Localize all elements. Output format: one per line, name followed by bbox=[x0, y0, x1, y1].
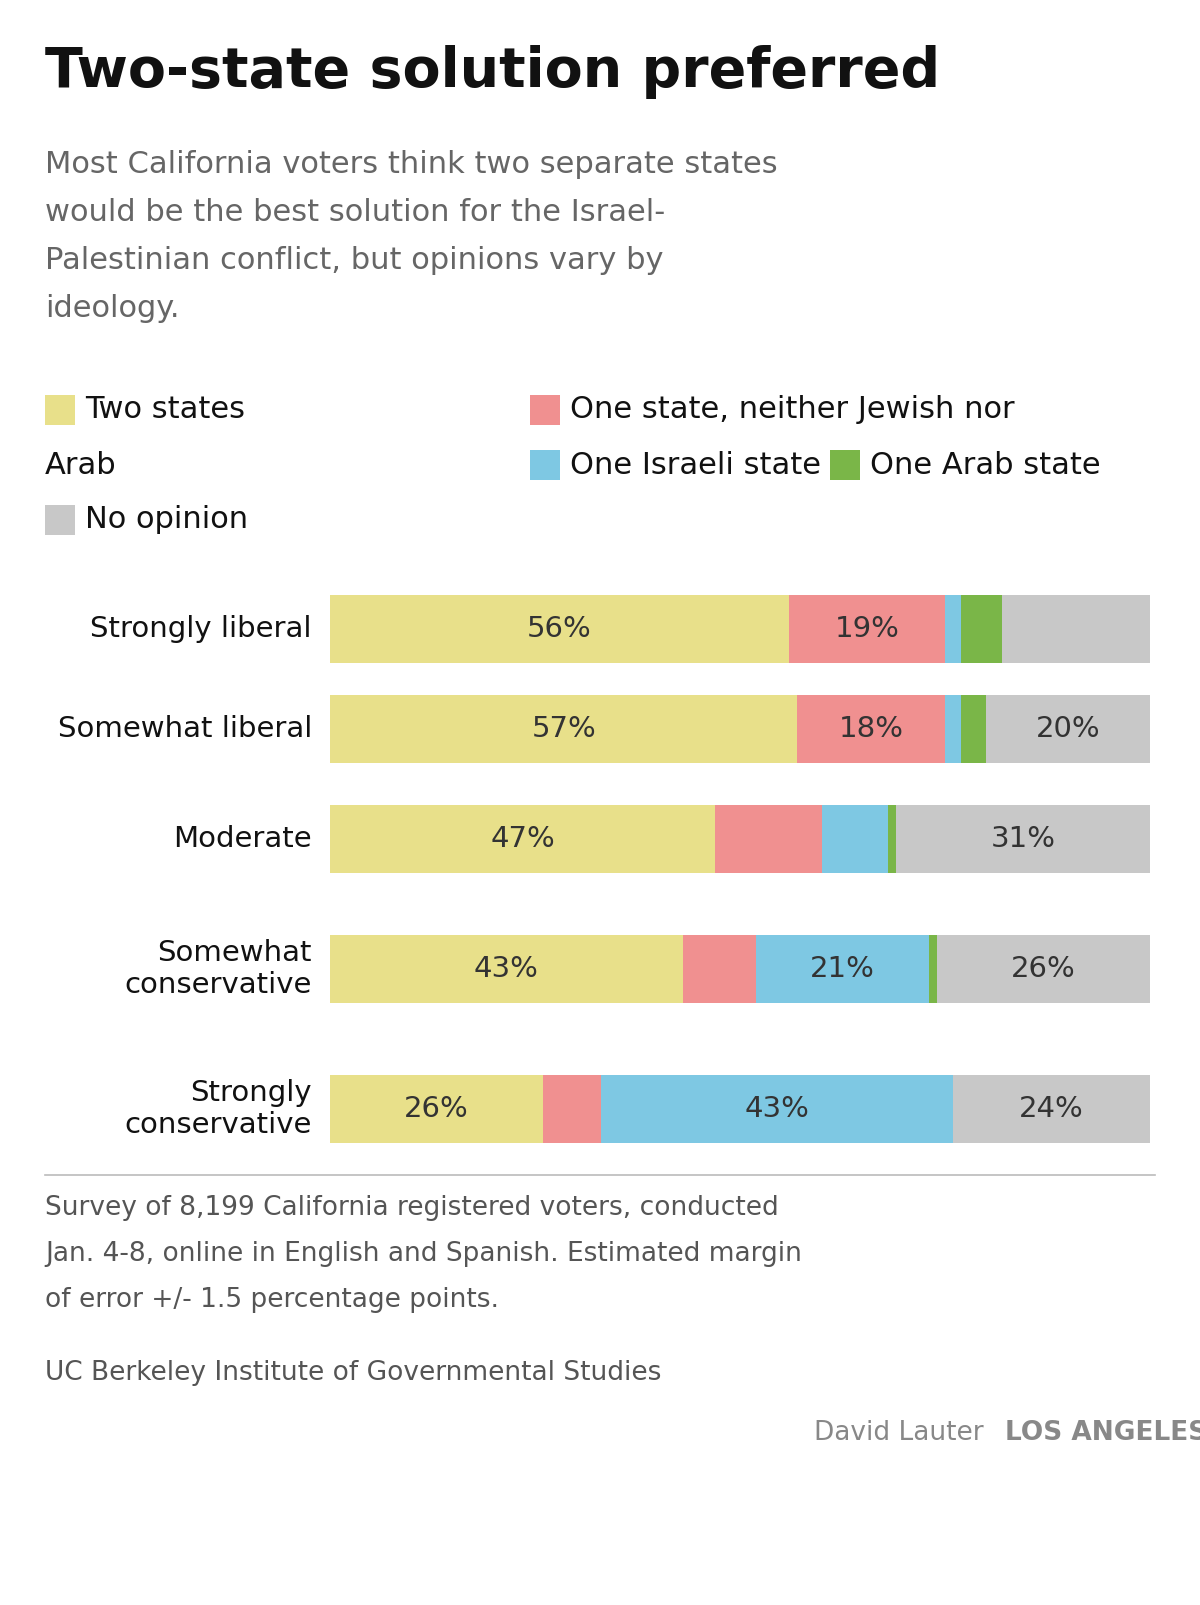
Bar bbox=[544, 1075, 601, 1143]
Text: 24%: 24% bbox=[1019, 1095, 1084, 1124]
Text: 57%: 57% bbox=[532, 714, 596, 743]
Text: One state, neither Jewish nor: One state, neither Jewish nor bbox=[570, 395, 1015, 424]
Text: Strongly liberal: Strongly liberal bbox=[90, 615, 312, 644]
Bar bbox=[330, 595, 790, 663]
Bar bbox=[888, 806, 895, 873]
Bar bbox=[953, 1075, 1150, 1143]
Text: LOS ANGELES TIMES: LOS ANGELES TIMES bbox=[1006, 1420, 1200, 1446]
Text: 47%: 47% bbox=[491, 825, 556, 852]
Bar bbox=[715, 806, 822, 873]
Bar bbox=[822, 806, 888, 873]
Bar bbox=[330, 695, 797, 762]
Text: Two states: Two states bbox=[85, 395, 245, 424]
Bar bbox=[46, 506, 74, 534]
Text: 18%: 18% bbox=[839, 714, 904, 743]
Text: 21%: 21% bbox=[810, 955, 875, 982]
Bar bbox=[330, 936, 683, 1003]
Text: David Lauter: David Lauter bbox=[814, 1420, 1000, 1446]
Text: UC Berkeley Institute of Governmental Studies: UC Berkeley Institute of Governmental St… bbox=[46, 1359, 661, 1387]
Bar bbox=[986, 695, 1150, 762]
Text: No opinion: No opinion bbox=[85, 506, 248, 534]
Bar bbox=[756, 936, 929, 1003]
Text: 26%: 26% bbox=[1012, 955, 1075, 982]
Bar bbox=[797, 695, 946, 762]
Text: 43%: 43% bbox=[474, 955, 539, 982]
Bar bbox=[1002, 595, 1150, 663]
Text: 56%: 56% bbox=[527, 615, 592, 644]
Text: Palestinian conflict, but opinions vary by: Palestinian conflict, but opinions vary … bbox=[46, 246, 664, 274]
Bar bbox=[946, 595, 961, 663]
Text: of error +/- 1.5 percentage points.: of error +/- 1.5 percentage points. bbox=[46, 1287, 499, 1313]
Bar bbox=[330, 806, 715, 873]
Bar bbox=[601, 1075, 953, 1143]
Text: Jan. 4-8, online in English and Spanish. Estimated margin: Jan. 4-8, online in English and Spanish.… bbox=[46, 1241, 802, 1266]
Bar bbox=[961, 595, 1002, 663]
Text: would be the best solution for the Israel-: would be the best solution for the Israe… bbox=[46, 197, 665, 226]
Bar bbox=[937, 936, 1150, 1003]
Text: Strongly
conservative: Strongly conservative bbox=[125, 1079, 312, 1140]
Bar bbox=[895, 806, 1150, 873]
Bar bbox=[683, 936, 756, 1003]
Bar bbox=[530, 449, 560, 480]
Bar bbox=[46, 395, 74, 425]
Text: 26%: 26% bbox=[404, 1095, 469, 1124]
Text: One Israeli state: One Israeli state bbox=[570, 451, 821, 480]
Text: Survey of 8,199 California registered voters, conducted: Survey of 8,199 California registered vo… bbox=[46, 1196, 779, 1221]
Bar bbox=[929, 936, 937, 1003]
Text: 19%: 19% bbox=[835, 615, 900, 644]
Bar bbox=[530, 395, 560, 425]
Text: Somewhat liberal: Somewhat liberal bbox=[58, 714, 312, 743]
Bar bbox=[946, 695, 961, 762]
Text: 31%: 31% bbox=[990, 825, 1056, 852]
Text: Somewhat
conservative: Somewhat conservative bbox=[125, 939, 312, 1000]
Text: Moderate: Moderate bbox=[173, 825, 312, 852]
Bar bbox=[961, 695, 986, 762]
Text: One Arab state: One Arab state bbox=[870, 451, 1100, 480]
Text: Most California voters think two separate states: Most California voters think two separat… bbox=[46, 149, 778, 180]
Text: ideology.: ideology. bbox=[46, 294, 180, 323]
Bar bbox=[330, 1075, 544, 1143]
Bar bbox=[830, 449, 860, 480]
Text: Two-state solution preferred: Two-state solution preferred bbox=[46, 45, 940, 100]
Text: 43%: 43% bbox=[744, 1095, 809, 1124]
Text: Arab: Arab bbox=[46, 451, 116, 480]
Bar bbox=[790, 595, 946, 663]
Text: 20%: 20% bbox=[1036, 714, 1100, 743]
